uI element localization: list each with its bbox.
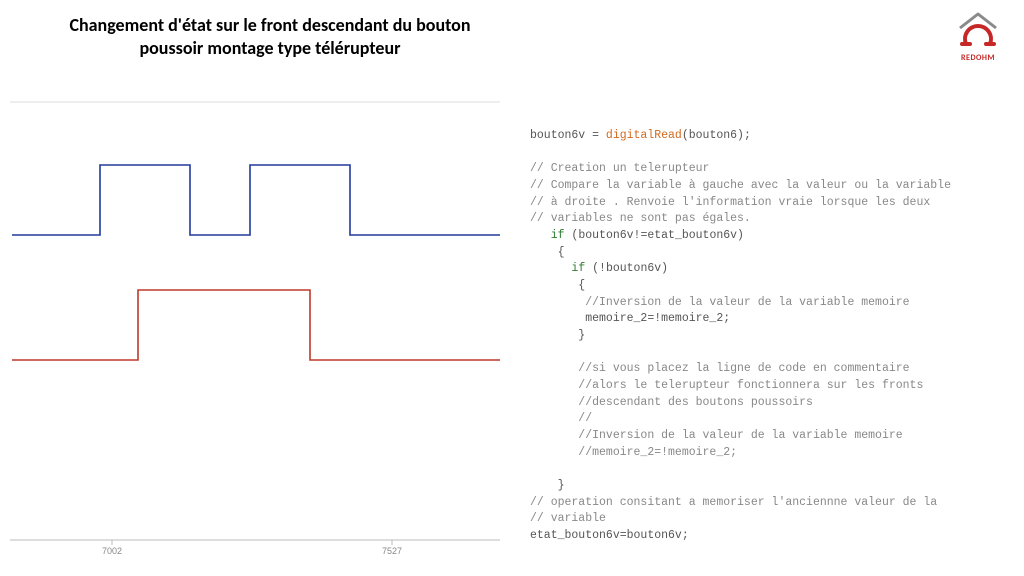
code-line: if (bouton6v!=etat_bouton6v) bbox=[530, 228, 1010, 245]
trace-input_blue bbox=[12, 165, 500, 235]
code-line: if (!bouton6v) bbox=[530, 261, 1010, 278]
code-line: //memoire_2=!memoire_2; bbox=[530, 445, 1010, 462]
code-line: etat_bouton6v=bouton6v; bbox=[530, 528, 1010, 545]
code-line: //si vous placez la ligne de code en com… bbox=[530, 361, 1010, 378]
code-line: } bbox=[530, 478, 1010, 495]
code-line: bouton6v = digitalRead(bouton6); bbox=[530, 128, 1010, 145]
code-line: // operation consitant a memoriser l'anc… bbox=[530, 495, 1010, 512]
redohm-icon bbox=[950, 10, 1006, 52]
code-line: // Compare la variable à gauche avec la … bbox=[530, 178, 1010, 195]
code-line: } bbox=[530, 328, 1010, 345]
timing-chart: 7002 7527 bbox=[0, 100, 510, 560]
code-line: //Inversion de la valeur de la variable … bbox=[530, 295, 1010, 312]
trace-memory_red bbox=[12, 290, 500, 360]
code-listing: bouton6v = digitalRead(bouton6); // Crea… bbox=[530, 128, 1010, 545]
code-line: //descendant des boutons poussoirs bbox=[530, 395, 1010, 412]
axis-tick-label: 7527 bbox=[382, 546, 402, 556]
code-line: // variable bbox=[530, 511, 1010, 528]
brand-logo: REDOHM bbox=[950, 10, 1006, 66]
code-line: { bbox=[530, 278, 1010, 295]
brand-name: REDOHM bbox=[950, 53, 1006, 63]
axis-tick-label: 7002 bbox=[102, 546, 122, 556]
code-line bbox=[530, 345, 1010, 362]
code-line: // variables ne sont pas égales. bbox=[530, 211, 1010, 228]
code-line: //Inversion de la valeur de la variable … bbox=[530, 428, 1010, 445]
code-line: //alors le telerupteur fonctionnera sur … bbox=[530, 378, 1010, 395]
slide-title: Changement d'état sur le front descendan… bbox=[40, 14, 500, 59]
code-line: // bbox=[530, 411, 1010, 428]
code-line: // Creation un telerupteur bbox=[530, 161, 1010, 178]
code-line: { bbox=[530, 245, 1010, 262]
code-line bbox=[530, 145, 1010, 162]
code-line bbox=[530, 461, 1010, 478]
code-line: // à droite . Renvoie l'information vrai… bbox=[530, 195, 1010, 212]
code-line: memoire_2=!memoire_2; bbox=[530, 311, 1010, 328]
